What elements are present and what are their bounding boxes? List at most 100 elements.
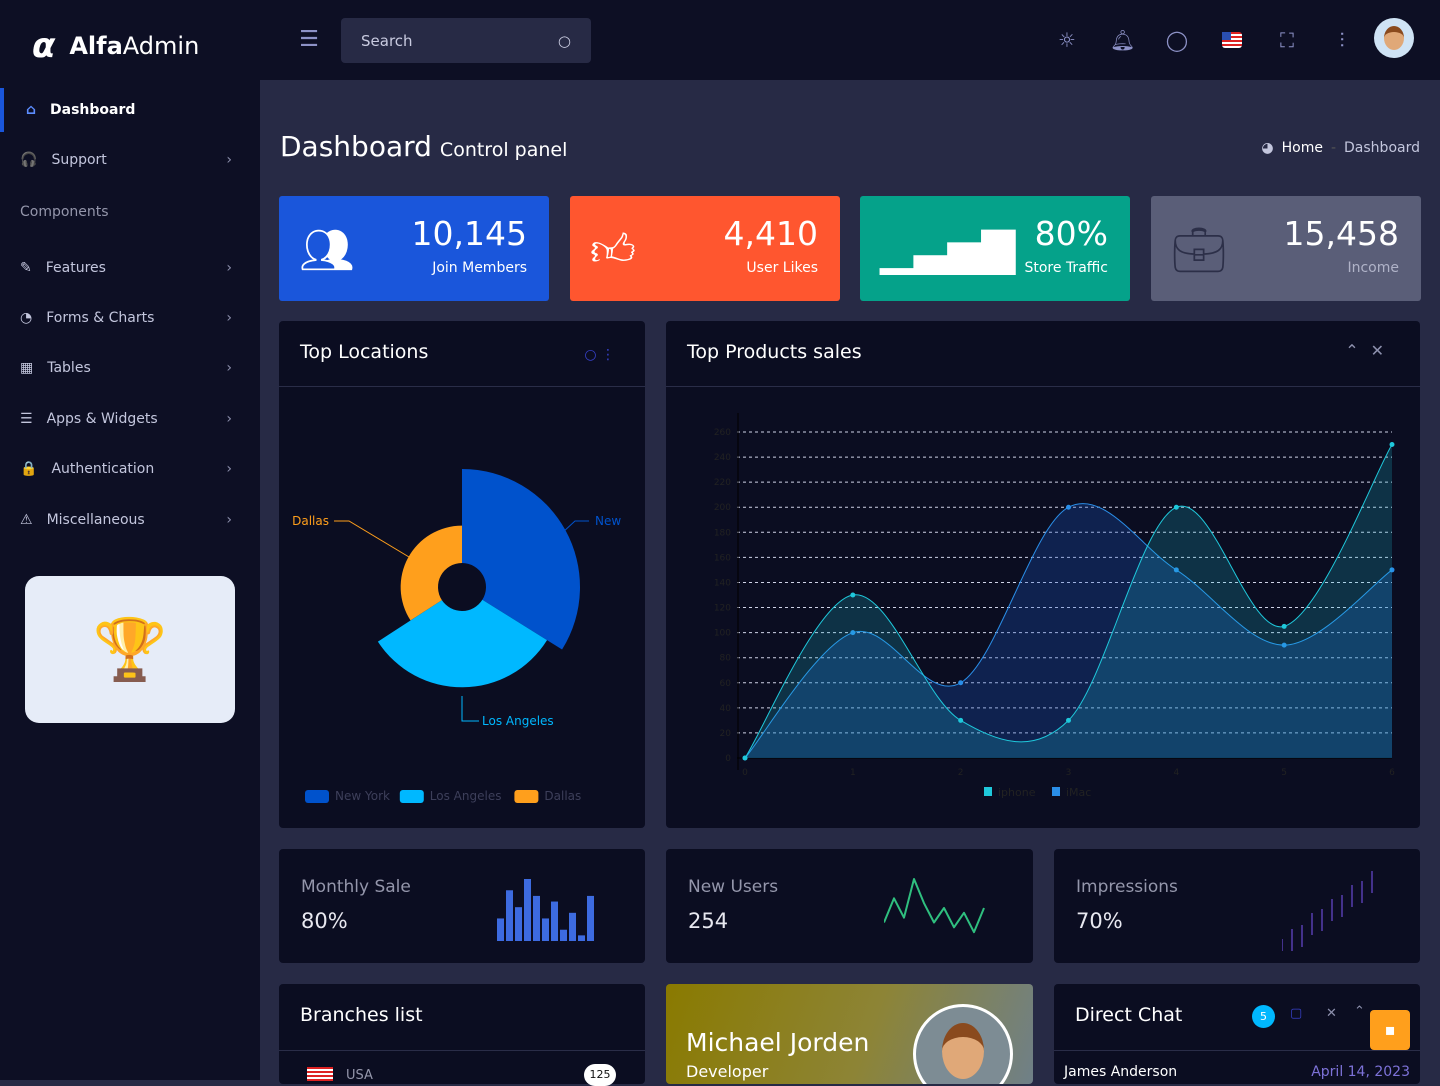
bell-icon[interactable]: 🔔︎	[1110, 28, 1136, 52]
us-flag-icon[interactable]	[1222, 32, 1242, 48]
stat-card[interactable]: 👍︎ 4,410 User Likes	[570, 196, 840, 301]
y-tick-label: 260	[714, 428, 731, 438]
data-point	[850, 630, 856, 636]
nav-icon: ⌂	[26, 102, 37, 118]
collapse-icon[interactable]: ⌃	[1354, 1004, 1365, 1019]
us-flag-icon	[307, 1067, 333, 1081]
users-icon: 👥︎	[299, 225, 355, 276]
data-point	[850, 592, 856, 598]
top-products-card: Top Products sales ⌃✕ 0 20 40 60 80 100 120 140…	[666, 321, 1420, 828]
pie-slice-los-angeles	[377, 599, 548, 688]
chevron-right-icon: ›	[226, 461, 232, 477]
bar-chart-icon: ▁▃▅▇	[880, 224, 1016, 275]
sidebar-item-forms-charts[interactable]: ◔ Forms & Charts ›	[20, 310, 232, 326]
sidebar-item-authentication[interactable]: 🔒 Authentication ›	[20, 461, 232, 477]
sparkline	[497, 879, 594, 941]
legend-swatch	[305, 790, 329, 803]
chevron-right-icon: ›	[226, 512, 232, 528]
legend-label: iphone	[998, 786, 1036, 799]
nav-icon: ◔	[20, 310, 33, 326]
sidebar-item-features[interactable]: ✎ Features ›	[20, 260, 232, 276]
data-point	[1173, 504, 1179, 510]
breadcrumb-home[interactable]: Home	[1281, 140, 1323, 156]
area-fill-imac	[745, 503, 1392, 758]
y-tick-label: 160	[714, 553, 731, 563]
area-fill-iphone	[745, 444, 1392, 758]
label-line	[561, 520, 589, 534]
search-input[interactable]: Search ○	[341, 18, 591, 63]
sidebar-item-apps-widgets[interactable]: ☰ Apps & Widgets ›	[20, 411, 232, 427]
menu-icon[interactable]: ☰	[299, 27, 319, 52]
legend-label: iMac	[1066, 786, 1091, 799]
data-point	[742, 755, 748, 761]
sliders-icon[interactable]: ⫶	[1339, 28, 1345, 52]
spark-bar	[542, 918, 549, 941]
spark-bar	[551, 901, 558, 941]
expand-icon[interactable]: ✕	[1326, 1006, 1337, 1021]
data-point	[958, 680, 964, 686]
sidebar-item-tables[interactable]: ▦ Tables ›	[20, 360, 232, 376]
x-tick-label: 1	[850, 768, 856, 778]
y-tick-label: 60	[720, 679, 732, 689]
dashboard-icon: ◕	[1261, 140, 1274, 156]
direct-chat-card: Direct Chat 5 ▢ ✕ ⌃ ▪ James Anderson Apr…	[1054, 984, 1420, 1084]
data-point	[958, 717, 964, 723]
logo[interactable]: α AlfaAdmin	[32, 26, 200, 66]
collapse-close-icons[interactable]: ⌃✕	[1345, 341, 1396, 360]
data-point	[1281, 623, 1287, 629]
stat-card[interactable]: 💼︎ 15,458 Income	[1151, 196, 1421, 301]
briefcase-icon: 💼︎	[1171, 225, 1227, 276]
x-tick-label: 2	[958, 768, 964, 778]
data-point	[1173, 567, 1179, 573]
nav-icon: 🎧	[20, 152, 38, 168]
y-tick-label: 240	[714, 453, 731, 463]
chevron-right-icon: ›	[226, 152, 232, 168]
mini-stat-card: Impressions 70%	[1054, 849, 1420, 963]
y-tick-label: 120	[714, 604, 731, 614]
x-tick-label: 4	[1173, 768, 1179, 778]
sparkline	[884, 878, 985, 934]
label-line	[334, 520, 410, 558]
sun-icon[interactable]: ☼	[1058, 28, 1076, 52]
sidebar-item-miscellaneous[interactable]: ⚠ Miscellaneous ›	[20, 512, 232, 528]
y-tick-label: 220	[714, 478, 731, 488]
y-tick-label: 20	[720, 729, 732, 739]
stat-card[interactable]: ▁▃▅▇ 80% Store Traffic	[860, 196, 1130, 301]
x-tick-label: 0	[742, 768, 748, 778]
breadcrumb: ◕ Home - Dashboard	[1261, 140, 1420, 156]
pie-chart: New Los Angeles Dallas New York Los Angeles D…	[292, 469, 621, 803]
top-bar: α AlfaAdmin ☰ Search ○ ☼ 🔔︎ ◯ ⛶ ⫶	[0, 0, 1440, 80]
page-subtitle: Control panel	[439, 139, 568, 161]
search-icon[interactable]: ○	[557, 31, 571, 50]
nav-icon: ✎	[20, 260, 32, 276]
profile-avatar[interactable]	[913, 1004, 1013, 1084]
data-point	[1066, 504, 1071, 510]
y-tick-label: 200	[714, 503, 731, 513]
fullscreen-icon[interactable]: ⛶	[1280, 28, 1294, 52]
stat-card[interactable]: 👥︎ 10,145 Join Members	[279, 196, 549, 301]
sidebar-item-dashboard[interactable]: ⌂ Dashboard	[0, 88, 260, 132]
chat-icon[interactable]: ◯	[1165, 28, 1189, 52]
nav-icon: 🔒	[20, 461, 38, 477]
data-point	[1066, 717, 1071, 723]
y-tick-label: 140	[714, 578, 731, 588]
branches-card: Branches list USA 125	[279, 984, 645, 1086]
chat-toggle-button[interactable]: ▪	[1370, 1010, 1410, 1050]
legend-swatch	[1052, 787, 1060, 796]
spark-line	[884, 878, 985, 934]
legend-label: New York	[335, 789, 390, 803]
pie-slice-new-york	[462, 469, 580, 650]
contacts-icon[interactable]: ▢	[1290, 1006, 1303, 1021]
refresh-icon[interactable]: ○ ⋮	[584, 347, 615, 363]
spark-bar	[506, 890, 513, 941]
spark-bar	[524, 879, 531, 941]
spark-bar	[578, 935, 585, 941]
y-tick-label: 100	[714, 629, 731, 639]
sidebar-item-support[interactable]: 🎧 Support ›	[20, 152, 232, 168]
trophy-illustration: 🏆	[25, 576, 235, 723]
spark-bar	[515, 907, 522, 941]
slice-label: New	[595, 514, 621, 528]
data-point	[1389, 442, 1395, 448]
label-line	[461, 696, 479, 722]
avatar[interactable]	[1374, 18, 1414, 58]
